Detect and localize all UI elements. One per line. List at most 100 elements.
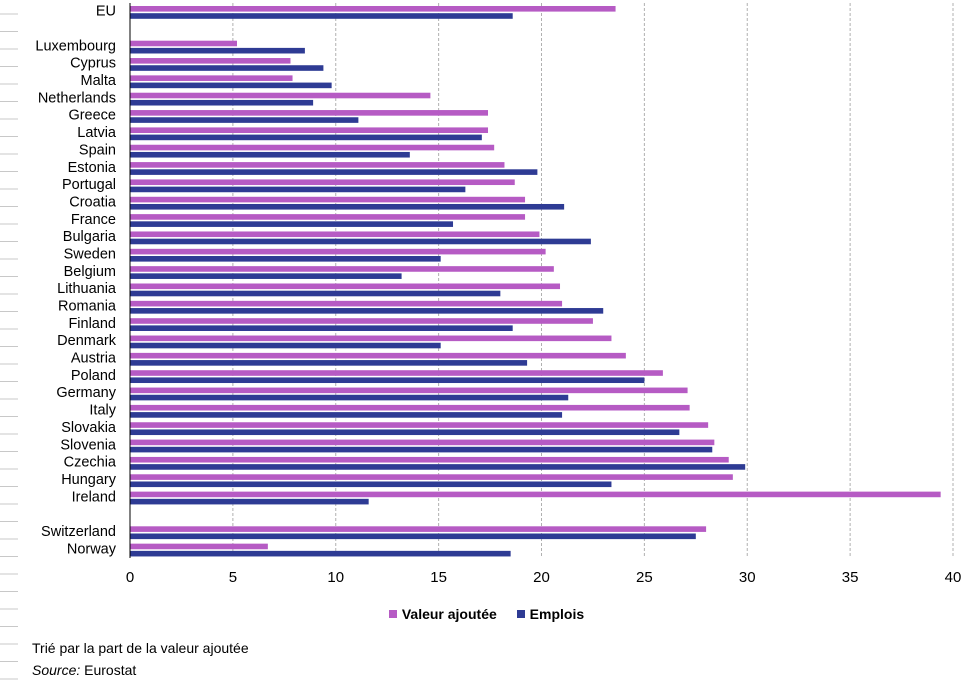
bar-emplois-ireland (130, 498, 369, 505)
bar-valeur-ajout-e-italy (130, 404, 690, 411)
bar-emplois-spain (130, 151, 410, 158)
bar-emplois-denmark (130, 342, 441, 349)
bar-valeur-ajout-e-hungary (130, 474, 733, 480)
x-tick-label-0: 0 (126, 569, 134, 586)
category-label-bulgaria: Bulgaria (63, 229, 117, 245)
category-label-switzerland: Switzerland (41, 524, 116, 540)
bar-valeur-ajout-e-germany (130, 387, 688, 394)
legend-item-value-added: Valeur ajoutée (388, 606, 497, 622)
category-label-estonia: Estonia (68, 160, 117, 176)
bar-valeur-ajout-e-slovakia (130, 422, 709, 428)
bar-valeur-ajout-e-luxembourg (130, 40, 237, 47)
bar-valeur-ajout-e-slovenia (130, 439, 715, 446)
bar-emplois-finland (130, 325, 513, 331)
bar-valeur-ajout-e-latvia (130, 127, 489, 134)
bar-valeur-ajout-e-belgium (130, 266, 554, 272)
x-tick-label-15: 15 (430, 569, 447, 586)
bar-emplois-luxembourg (130, 47, 305, 54)
category-label-poland: Poland (71, 368, 116, 384)
category-label-latvia: Latvia (77, 125, 117, 141)
bar-emplois-hungary (130, 481, 612, 488)
bar-emplois-estonia (130, 169, 538, 175)
bar-emplois-lithuania (130, 290, 501, 297)
category-label-belgium: Belgium (64, 264, 116, 280)
bar-emplois-austria (130, 360, 528, 366)
sort-note: Trié par la part de la valeur ajoutée (32, 640, 249, 656)
category-label-italy: Italy (89, 403, 116, 419)
category-label-lithuania: Lithuania (57, 281, 117, 297)
bar-emplois-romania (130, 308, 604, 314)
bar-valeur-ajout-e-portugal (130, 179, 515, 186)
bar-valeur-ajout-e-norway (130, 543, 268, 550)
bar-emplois-malta (130, 82, 332, 89)
bar-valeur-ajout-e-finland (130, 318, 593, 324)
bar-valeur-ajout-e-lithuania (130, 283, 561, 290)
category-label-slovakia: Slovakia (61, 420, 117, 436)
bar-emplois-norway (130, 550, 511, 557)
category-label-netherlands: Netherlands (38, 90, 116, 106)
bar-valeur-ajout-e-poland (130, 370, 663, 376)
x-tick-label-10: 10 (327, 569, 344, 586)
bar-valeur-ajout-e-sweden (130, 248, 546, 255)
bar-emplois-netherlands (130, 99, 314, 106)
category-label-greece: Greece (68, 108, 116, 124)
bar-valeur-ajout-e-denmark (130, 335, 612, 342)
bar-valeur-ajout-e-cyprus (130, 58, 291, 64)
bar-emplois-france (130, 221, 454, 227)
category-label-sweden: Sweden (64, 246, 116, 262)
chart-legend: Valeur ajoutée Emplois (0, 605, 973, 622)
bar-emplois-eu (130, 13, 513, 19)
category-label-norway: Norway (67, 541, 117, 557)
bar-emplois-slovakia (130, 429, 680, 436)
legend-swatch-jobs (516, 610, 525, 618)
bar-valeur-ajout-e-estonia (130, 162, 505, 168)
category-label-malta: Malta (81, 73, 117, 89)
bar-chart: 0 5 10 15 20 25 30 35 40EULuxembourgCyprusMaltaN… (35, 3, 961, 586)
bar-emplois-croatia (130, 203, 565, 210)
source-value: Eurostat (80, 662, 137, 678)
x-tick-label-35: 35 (842, 569, 859, 586)
x-tick-label-5: 5 (229, 569, 237, 586)
bar-emplois-slovenia (130, 446, 713, 453)
category-label-slovenia: Slovenia (60, 437, 117, 453)
category-label-czechia: Czechia (64, 455, 117, 471)
category-label-finland: Finland (68, 316, 116, 332)
category-label-france: France (71, 212, 116, 228)
category-label-romania: Romania (58, 299, 117, 315)
legend-swatch-value-added (388, 610, 397, 618)
legend-label-value-added: Valeur ajoutée (401, 606, 497, 622)
category-label-denmark: Denmark (57, 333, 117, 349)
category-label-portugal: Portugal (62, 177, 116, 193)
bar-valeur-ajout-e-malta (130, 75, 293, 81)
category-label-ireland: Ireland (72, 489, 116, 505)
bar-valeur-ajout-e-eu (130, 6, 616, 12)
bar-emplois-greece (130, 117, 359, 123)
x-tick-label-30: 30 (739, 569, 756, 586)
bar-valeur-ajout-e-czechia (130, 456, 729, 463)
category-label-hungary: Hungary (61, 472, 117, 488)
bar-valeur-ajout-e-greece (130, 110, 489, 116)
x-tick-label-20: 20 (533, 569, 550, 586)
category-label-luxembourg: Luxembourg (35, 38, 116, 54)
category-label-spain: Spain (79, 142, 116, 158)
x-tick-label-25: 25 (636, 569, 653, 586)
bar-valeur-ajout-e-croatia (130, 196, 526, 203)
source-label: Source: (32, 662, 81, 678)
bar-emplois-poland (130, 377, 645, 384)
category-label-croatia: Croatia (69, 194, 117, 210)
bar-emplois-sweden (130, 256, 441, 262)
category-label-austria: Austria (71, 351, 117, 367)
category-label-germany: Germany (56, 385, 116, 401)
bar-valeur-ajout-e-bulgaria (130, 231, 540, 238)
bar-emplois-latvia (130, 134, 482, 141)
bar-emplois-bulgaria (130, 238, 591, 245)
bar-emplois-italy (130, 412, 563, 418)
legend-label-jobs: Emplois (529, 606, 585, 622)
legend-item-jobs: Emplois (516, 606, 585, 622)
bar-emplois-czechia (130, 464, 746, 470)
source-note: Source: Eurostat (32, 662, 136, 678)
bar-valeur-ajout-e-switzerland (130, 526, 707, 532)
bar-valeur-ajout-e-france (130, 214, 526, 220)
bar-valeur-ajout-e-netherlands (130, 92, 431, 99)
bar-valeur-ajout-e-romania (130, 300, 563, 307)
